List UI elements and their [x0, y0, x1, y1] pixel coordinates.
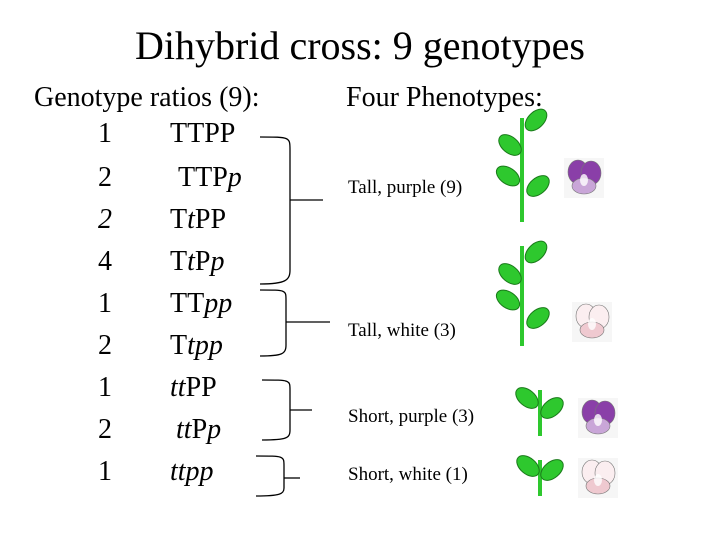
leaf-icon: [524, 240, 548, 264]
genotype-segment: T: [170, 330, 188, 361]
genotype-segment: tt: [170, 372, 186, 403]
ratio-value: 2: [98, 330, 112, 361]
genotype-segment: TTP: [178, 162, 228, 193]
white-flower-icon: [575, 303, 610, 339]
genotype-segment: t: [187, 204, 195, 235]
tall-purple-plant: [495, 108, 604, 222]
genotype-ratios-header: Genotype ratios (9):: [34, 82, 260, 113]
short-white-plant: [516, 455, 618, 498]
ratio-value: 2: [98, 162, 112, 193]
genotype-segment: T: [170, 246, 188, 277]
bracket-short-purple: [261, 379, 291, 441]
genotype-segment: t: [187, 246, 195, 277]
tall-white-plant: [495, 240, 612, 346]
phenotype-label: Tall, purple (9): [348, 177, 463, 198]
bracket-tall-purple: [259, 136, 291, 285]
genotype-value: ttPP: [170, 372, 217, 404]
leaf-icon: [526, 175, 550, 197]
leaf-icon: [495, 289, 521, 311]
genotype-value: Ttpp: [170, 330, 223, 362]
genotype-segment: pp: [204, 288, 233, 319]
genotype-value: TTpp: [170, 288, 232, 320]
bracket-tall-white: [259, 289, 287, 357]
ratio-value: 2: [98, 414, 112, 445]
leaf-icon: [515, 387, 539, 409]
leaf-icon: [498, 263, 522, 285]
genotype-segment: ttpp: [170, 456, 214, 487]
genotype-segment: TTPP: [170, 118, 236, 149]
phenotype-label: Tall, white (3): [348, 320, 456, 341]
leaf-icon: [498, 134, 522, 156]
genotype-value: ttPp: [176, 414, 221, 446]
genotype-value: TtPP: [170, 204, 226, 236]
ratio-value: 4: [98, 246, 112, 277]
leaf-icon: [516, 455, 540, 477]
genotype-segment: PP: [194, 204, 227, 235]
ratio-value: 1: [98, 372, 112, 403]
genotype-segment: PP: [185, 372, 217, 403]
genotype-segment: TT: [170, 288, 205, 319]
purple-flower-icon: [567, 159, 602, 195]
genotype-segment: T: [170, 204, 188, 235]
bracket-short-white: [255, 455, 285, 497]
phenotypes-header: Four Phenotypes:: [346, 82, 543, 113]
page-title: Dihybrid cross: 9 genotypes: [135, 23, 585, 68]
leaf-icon: [526, 307, 550, 329]
genotype-segment: tt: [176, 414, 192, 445]
genotype-segment: P: [191, 414, 208, 445]
genotype-value: TTPp: [178, 162, 242, 194]
leaf-icon: [495, 165, 521, 187]
genotype-segment: p: [227, 162, 242, 193]
short-purple-plant: [515, 387, 618, 438]
genotype-value: ttpp: [170, 456, 214, 488]
genotype-value: TtPp: [170, 246, 224, 278]
white-flower-icon: [581, 459, 616, 495]
genotype-value: TTPP: [170, 118, 235, 150]
phenotype-label: Short, white (1): [348, 464, 468, 485]
genotype-segment: p: [207, 414, 222, 445]
genotype-segment: tpp: [187, 330, 223, 361]
ratio-value: 1: [98, 118, 112, 149]
leaf-icon: [540, 397, 564, 419]
genotype-segment: p: [210, 246, 225, 277]
ratio-value: 1: [98, 288, 112, 319]
ratio-value: 2: [98, 204, 112, 235]
leaf-icon: [524, 108, 548, 132]
purple-flower-icon: [581, 399, 616, 435]
genotype-segment: P: [194, 246, 211, 277]
phenotype-label: Short, purple (3): [348, 406, 475, 427]
grouping-brackets: [255, 136, 330, 497]
leaf-icon: [540, 459, 564, 481]
ratio-value: 1: [98, 456, 112, 487]
